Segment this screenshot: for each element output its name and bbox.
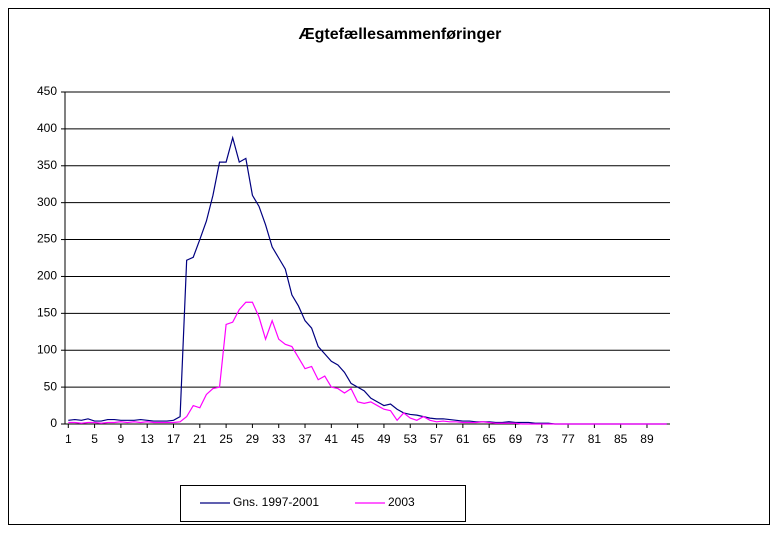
- chart-frame: [8, 8, 770, 525]
- y-tick-label: 400: [37, 121, 57, 135]
- line-series: [68, 301, 667, 425]
- x-tick-label: 29: [246, 432, 260, 446]
- legend-label: 2003: [388, 495, 415, 509]
- x-tick-label: 77: [561, 432, 575, 446]
- x-tick-label: 45: [351, 432, 365, 446]
- x-tick-label: 85: [614, 432, 628, 446]
- y-tick-label: 450: [37, 84, 57, 98]
- x-tick-label: 21: [193, 432, 207, 446]
- y-tick-label: 250: [37, 232, 57, 246]
- legend-label: Gns. 1997-2001: [233, 495, 319, 509]
- x-tick-label: 81: [588, 432, 602, 446]
- y-tick-label: 100: [37, 342, 57, 356]
- x-tick-label: 25: [219, 432, 233, 446]
- y-tick-label: 300: [37, 195, 57, 209]
- x-tick-label: 57: [430, 432, 444, 446]
- x-tick-label: 17: [167, 432, 181, 446]
- y-tick-label: 350: [37, 158, 57, 172]
- x-tick-label: 9: [118, 432, 125, 446]
- x-tick-label: 33: [272, 432, 286, 446]
- x-tick-label: 61: [456, 432, 470, 446]
- x-tick-label: 65: [482, 432, 496, 446]
- x-tick-label: 37: [298, 432, 312, 446]
- y-tick-label: 0: [50, 416, 57, 430]
- x-tick-label: 69: [509, 432, 523, 446]
- chart-title: Ægtefællesammenføringer: [299, 26, 502, 43]
- x-tick-label: 49: [377, 432, 391, 446]
- x-tick-label: 5: [91, 432, 98, 446]
- x-tick-label: 73: [535, 432, 549, 446]
- x-tick-label: 13: [141, 432, 155, 446]
- x-tick-label: 89: [640, 432, 654, 446]
- x-tick-label: 41: [325, 432, 339, 446]
- x-tick-label: 53: [404, 432, 418, 446]
- y-tick-label: 150: [37, 306, 57, 320]
- x-tick-label: 1: [65, 432, 72, 446]
- y-tick-label: 200: [37, 269, 57, 283]
- y-tick-label: 50: [44, 379, 58, 393]
